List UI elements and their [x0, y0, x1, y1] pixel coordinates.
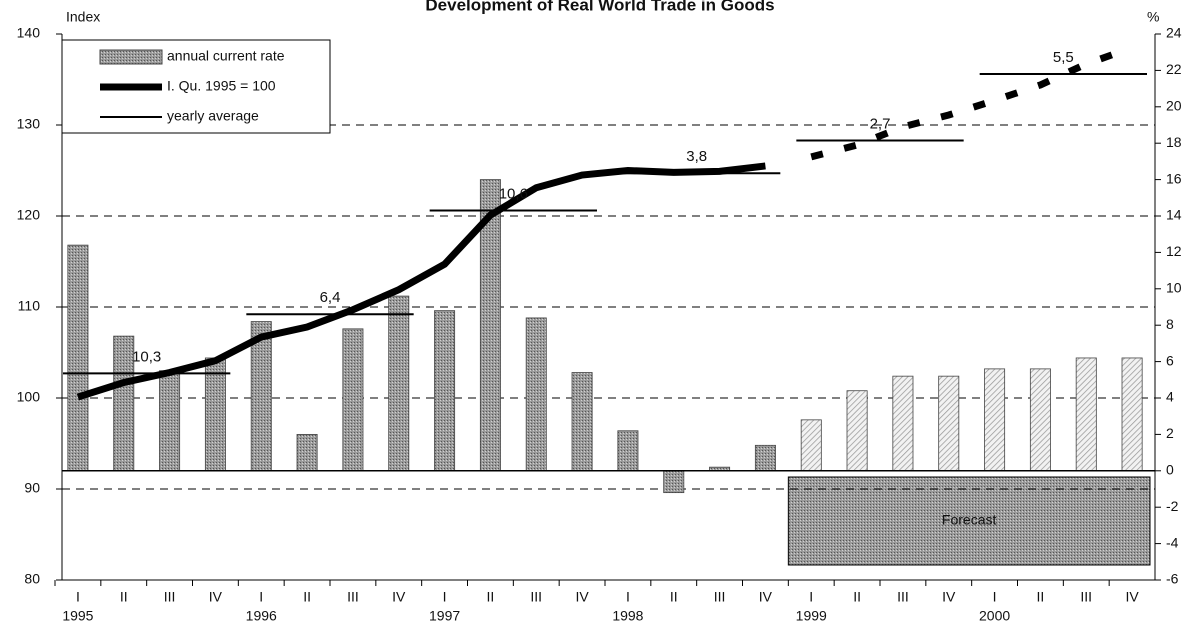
- x-tick-label: III: [164, 589, 176, 605]
- bar: [892, 375, 914, 472]
- bar: [204, 357, 226, 472]
- year-label: 1996: [246, 608, 277, 624]
- x-tick-label: I: [993, 589, 997, 605]
- year-label: 1999: [796, 608, 827, 624]
- bar: [800, 419, 822, 472]
- x-tick-label: IV: [1125, 589, 1139, 605]
- y2-tick-label: -4: [1166, 534, 1179, 550]
- y2-tick-label: -2: [1166, 498, 1179, 514]
- y-axis-label: Index: [66, 9, 100, 25]
- y2-tick-label: -6: [1166, 571, 1179, 587]
- bar: [1075, 357, 1097, 472]
- x-tick-label: I: [76, 589, 80, 605]
- bar: [342, 328, 364, 472]
- y-tick-label: 90: [24, 480, 40, 496]
- x-tick-label: II: [670, 589, 678, 605]
- y2-tick-label: 24: [1166, 25, 1182, 41]
- y2-axis-label: %: [1147, 9, 1159, 25]
- y-tick-label: 130: [17, 116, 41, 132]
- bar: [1121, 357, 1143, 472]
- y-tick-label: 100: [17, 389, 41, 405]
- forecast-label: Forecast: [942, 512, 997, 528]
- index-line: [76, 162, 766, 401]
- bar: [67, 244, 89, 472]
- x-tick-label: III: [347, 589, 359, 605]
- x-tick-label: IV: [392, 589, 406, 605]
- y2-tick-label: 22: [1166, 61, 1182, 77]
- x-tick-label: II: [303, 589, 311, 605]
- x-tick-label: I: [443, 589, 447, 605]
- forecast-box: [787, 476, 1151, 566]
- bar: [296, 433, 318, 472]
- chart-title: Development of Real World Trade in Goods: [425, 0, 774, 14]
- y-tick-label: 110: [18, 298, 41, 314]
- x-tick-label: III: [1080, 589, 1092, 605]
- bar: [113, 335, 135, 472]
- y2-tick-label: 16: [1166, 170, 1182, 186]
- bar: [938, 375, 960, 472]
- x-tick-label: I: [626, 589, 630, 605]
- y-tick-label: 80: [24, 571, 40, 587]
- x-tick-label: II: [487, 589, 495, 605]
- yearly-annotation: 6,4: [320, 289, 341, 306]
- bar: [1029, 368, 1051, 472]
- bar: [754, 444, 776, 472]
- legend-swatch: [99, 49, 163, 65]
- forecast-line: [810, 44, 1134, 161]
- y-tick-label: 120: [17, 207, 41, 223]
- bar: [525, 317, 547, 472]
- yearly-annotation: 5,5: [1053, 49, 1074, 66]
- bar: [159, 370, 181, 472]
- x-tick-label: IV: [575, 589, 589, 605]
- bar: [846, 390, 868, 472]
- x-tick-label: I: [259, 589, 263, 605]
- y-tick-label: 140: [17, 25, 41, 41]
- x-tick-label: III: [897, 589, 909, 605]
- x-tick-label: III: [530, 589, 542, 605]
- y2-tick-label: 8: [1166, 316, 1174, 332]
- y2-tick-label: 4: [1166, 389, 1174, 405]
- bar: [984, 368, 1006, 472]
- bar: [663, 470, 685, 494]
- year-label: 1998: [612, 608, 643, 624]
- x-tick-label: IV: [759, 589, 773, 605]
- year-label: 1995: [62, 608, 93, 624]
- year-label: 2000: [979, 608, 1010, 624]
- x-tick-label: I: [809, 589, 813, 605]
- x-tick-label: II: [853, 589, 861, 605]
- legend-label: I. Qu. 1995 = 100: [167, 78, 276, 94]
- x-tick-label: IV: [209, 589, 223, 605]
- y2-tick-label: 12: [1166, 243, 1182, 259]
- year-label: 1997: [429, 608, 460, 624]
- x-tick-label: III: [714, 589, 726, 605]
- x-tick-label: IV: [942, 589, 956, 605]
- legend-label: yearly average: [167, 108, 259, 124]
- bar: [388, 295, 410, 472]
- y2-tick-label: 0: [1166, 462, 1174, 478]
- x-tick-label: II: [120, 589, 128, 605]
- yearly-annotation: 3,8: [686, 148, 707, 165]
- bar: [434, 310, 456, 472]
- x-tick-label: II: [1037, 589, 1045, 605]
- bar: [617, 430, 639, 472]
- legend-label: annual current rate: [167, 48, 285, 64]
- y2-tick-label: 20: [1166, 98, 1182, 114]
- yearly-annotation: 10,3: [132, 348, 161, 365]
- y2-tick-label: 14: [1166, 207, 1182, 223]
- y2-tick-label: 2: [1166, 425, 1174, 441]
- y2-tick-label: 6: [1166, 352, 1174, 368]
- bar: [571, 372, 593, 472]
- yearly-annotation: 2,7: [870, 115, 891, 132]
- y2-tick-label: 10: [1166, 280, 1182, 296]
- y2-tick-label: 18: [1166, 134, 1182, 150]
- yearly-annotation: 10,6: [499, 186, 528, 203]
